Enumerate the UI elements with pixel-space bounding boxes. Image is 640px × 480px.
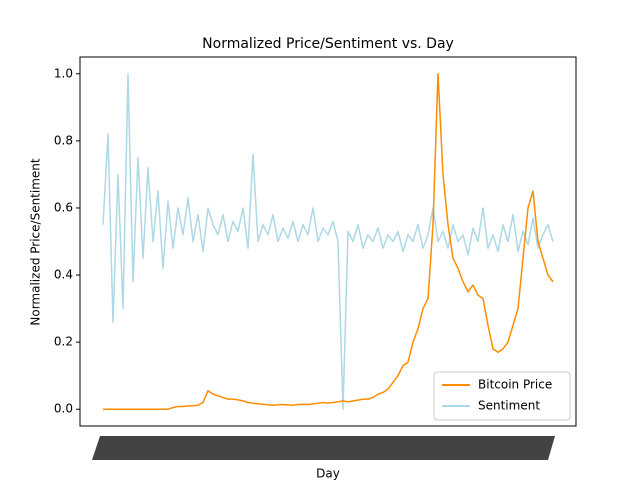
series-line	[102, 73, 554, 410]
chart-title: Normalized Price/Sentiment vs. Day	[202, 36, 454, 52]
y-tick-label: 0.4	[54, 268, 73, 282]
y-tick-label: 0.2	[54, 335, 73, 349]
y-tick-label: 1.0	[54, 66, 73, 80]
legend-label: Sentiment	[478, 399, 540, 413]
series-line	[103, 73, 554, 410]
legend-label: Bitcoin Price	[478, 378, 552, 392]
y-axis-label: Normalized Price/Sentiment	[29, 158, 43, 326]
y-tick-label: 0.8	[54, 133, 73, 147]
y-tick-label: 0.6	[54, 200, 73, 214]
y-tick-label: 0.0	[54, 402, 73, 416]
x-tick-label-blob	[92, 436, 555, 460]
plot-frame	[79, 56, 577, 427]
x-axis-label: Day	[316, 467, 340, 480]
